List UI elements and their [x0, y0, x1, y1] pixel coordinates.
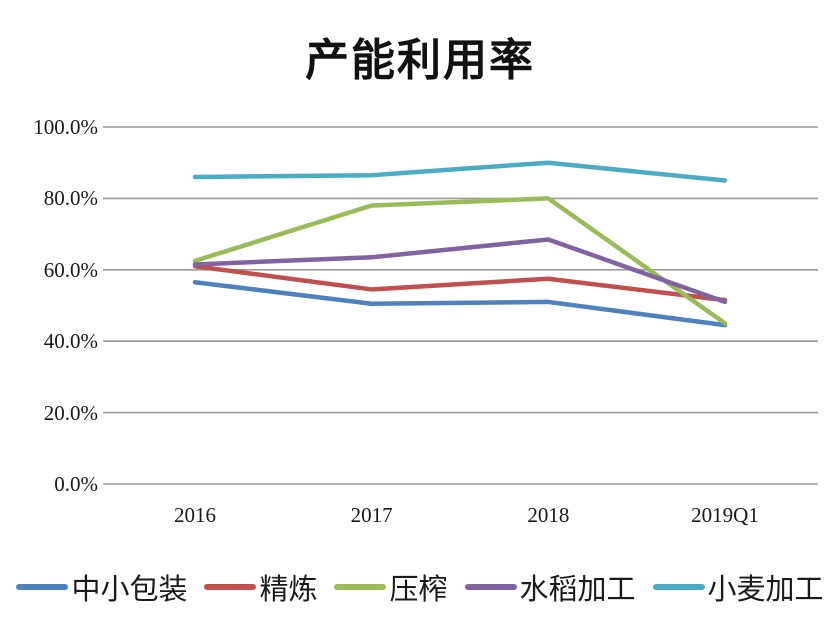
x-axis-label: 2018	[527, 503, 570, 527]
series-line-2	[192, 196, 728, 326]
x-axis-label: 2019Q1	[691, 503, 759, 527]
legend-swatch-icon	[464, 584, 517, 590]
y-axis-tick-label: 100.0%	[33, 115, 98, 139]
legend-item: 压榨	[334, 566, 448, 608]
legend-swatch-icon	[16, 584, 69, 590]
series-line-3	[192, 237, 728, 305]
legend: 中小包装 精炼 压榨 水稻加工 小麦加工	[0, 566, 840, 608]
legend-swatch-icon	[334, 584, 387, 590]
series-line-0	[192, 280, 728, 328]
legend-label: 水稻加工	[519, 574, 636, 606]
chart-title: 产能利用率	[305, 36, 535, 85]
series-line-1	[192, 263, 728, 303]
legend-item: 小麦加工	[652, 566, 824, 608]
legend-item: 精炼	[204, 566, 317, 608]
y-axis-tick-label: 80.0%	[43, 186, 98, 211]
y-axis-tick-label: 60.0%	[43, 257, 98, 282]
legend-label: 中小包装	[71, 574, 188, 606]
series-line-4	[192, 160, 728, 183]
legend-label: 压榨	[389, 574, 448, 606]
legend-swatch-icon	[204, 584, 257, 590]
x-axis-label: 2017	[350, 503, 393, 527]
y-axis-tick-label: 20.0%	[43, 400, 98, 425]
y-axis-tick-label: 0.0%	[54, 472, 98, 496]
legend-label: 小麦加工	[707, 574, 824, 606]
legend-swatch-icon	[652, 584, 705, 590]
legend-item: 中小包装	[16, 566, 187, 608]
x-axis-label: 2016	[174, 503, 216, 527]
y-axis-tick-label: 40.0%	[43, 329, 98, 354]
legend-item: 水稻加工	[464, 566, 636, 608]
legend-label: 精炼	[259, 574, 318, 606]
